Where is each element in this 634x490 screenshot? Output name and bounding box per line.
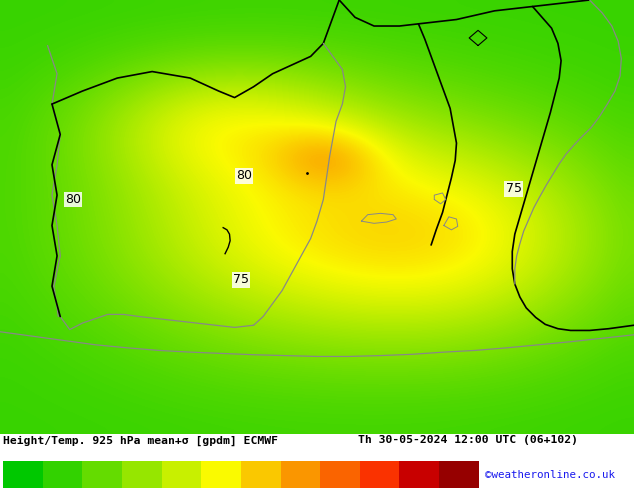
Text: Th 30-05-2024 12:00 UTC (06+102): Th 30-05-2024 12:00 UTC (06+102) [358, 435, 578, 445]
Bar [399, 461, 439, 488]
Text: 80: 80 [65, 193, 81, 206]
Bar [43, 461, 82, 488]
Text: 80: 80 [236, 169, 252, 182]
Bar [320, 461, 360, 488]
Text: Height/Temp. 925 hPa mean+σ [gpdm] ECMWF: Height/Temp. 925 hPa mean+σ [gpdm] ECMWF [3, 435, 278, 445]
Text: ©weatheronline.co.uk: ©weatheronline.co.uk [485, 470, 615, 480]
Bar [202, 461, 241, 488]
Bar [122, 461, 162, 488]
Text: 75: 75 [505, 182, 522, 195]
Text: 75: 75 [233, 273, 249, 286]
Bar [82, 461, 122, 488]
Bar [241, 461, 280, 488]
Bar [439, 461, 479, 488]
Bar [162, 461, 202, 488]
Bar [3, 461, 43, 488]
Bar [280, 461, 320, 488]
Bar [360, 461, 399, 488]
